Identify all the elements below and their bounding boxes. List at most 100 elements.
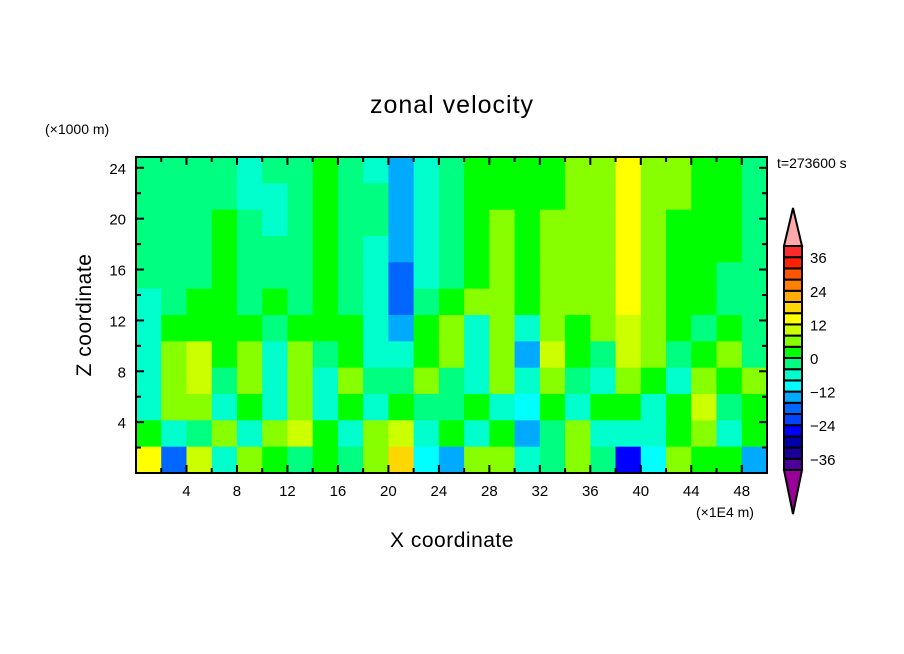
heatmap-cell (464, 315, 490, 342)
heatmap-cell (464, 262, 490, 290)
heatmap-cell (489, 394, 516, 421)
heatmap-cell (539, 209, 566, 237)
x-tick-label: 32 (531, 483, 548, 500)
heatmap-cell (186, 209, 213, 237)
x-tick-label: 44 (683, 483, 700, 500)
colorbar-tick-label: −24 (810, 418, 835, 435)
heatmap-cell (211, 262, 238, 290)
heatmap-cell (262, 236, 289, 263)
heatmap-cell (565, 262, 591, 290)
colorbar-tick-label: 12 (810, 317, 827, 334)
heatmap-cell (413, 236, 440, 263)
heatmap-cell (186, 315, 213, 342)
heatmap-cell (211, 288, 238, 316)
heatmap-cell (716, 367, 743, 395)
heatmap-cell (741, 420, 768, 448)
heatmap-cell (489, 209, 516, 237)
heatmap-cell (211, 367, 238, 395)
heatmap-cell (741, 236, 768, 263)
heatmap-cell (640, 183, 667, 211)
heatmap-cell (312, 236, 339, 263)
heatmap-cell (615, 446, 642, 474)
heatmap-cell (716, 288, 743, 316)
heatmap-cell (615, 157, 642, 184)
colorbar-swatch (783, 345, 803, 359)
heatmap-cell (161, 236, 188, 263)
colorbar-tick-label: −12 (810, 385, 835, 402)
heatmap-cell (438, 341, 465, 369)
heatmap-cell (464, 157, 490, 184)
heatmap-cell (287, 236, 314, 263)
heatmap-cell (287, 262, 314, 290)
heatmap-cell (363, 236, 389, 263)
heatmap-cell (514, 236, 541, 263)
y-tick-label: 24 (109, 161, 126, 178)
heatmap-cell (640, 236, 667, 263)
heatmap-cell (388, 315, 415, 342)
heatmap-cell (615, 367, 642, 395)
heatmap-cell (413, 394, 440, 421)
heatmap-cell (640, 420, 667, 448)
heatmap-cell (388, 420, 415, 448)
heatmap-cell (388, 446, 415, 474)
plot-frame (135, 156, 768, 474)
heatmap-cell (337, 262, 364, 290)
heatmap-cell (464, 367, 490, 395)
heatmap-cell (413, 367, 440, 395)
heatmap-cell (615, 341, 642, 369)
heatmap-cell (615, 183, 642, 211)
heatmap-cell (262, 183, 289, 211)
heatmap-cell (262, 420, 289, 448)
heatmap-cell (236, 209, 263, 237)
heatmap-cell (590, 315, 617, 342)
x-tick-label: 24 (431, 483, 448, 500)
heatmap-cell (236, 446, 263, 474)
y-tick-label: 20 (109, 212, 126, 229)
heatmap-cell (211, 420, 238, 448)
heatmap-cell (514, 367, 541, 395)
heatmap-cell (691, 367, 718, 395)
heatmap-cell (438, 446, 465, 474)
heatmap-cell (363, 394, 389, 421)
heatmap-cell (363, 315, 389, 342)
heatmap-cell (590, 183, 617, 211)
colorbar-swatch (783, 289, 803, 303)
heatmap-cell (413, 288, 440, 316)
heatmap-cell (236, 315, 263, 342)
heatmap-cell (741, 157, 768, 184)
heatmap-cell (211, 209, 238, 237)
heatmap-cell (287, 288, 314, 316)
heatmap-cell (287, 341, 314, 369)
heatmap-cell (363, 367, 389, 395)
heatmap-cell (337, 209, 364, 237)
heatmap-cell (640, 315, 667, 342)
heatmap-cell (464, 209, 490, 237)
heatmap-cell (161, 367, 188, 395)
heatmap-cell (464, 446, 490, 474)
heatmap-cell (287, 394, 314, 421)
heatmap-cell (413, 315, 440, 342)
heatmap-cell (666, 183, 692, 211)
heatmap-cell (438, 157, 465, 184)
heatmap-cell (186, 288, 213, 316)
heatmap-cell (640, 394, 667, 421)
heatmap-cell (236, 288, 263, 316)
heatmap-cell (287, 446, 314, 474)
heatmap-cell (337, 157, 364, 184)
heatmap-cell (438, 288, 465, 316)
heatmap-cell (262, 341, 289, 369)
heatmap-cell (363, 157, 389, 184)
heatmap-cell (590, 394, 617, 421)
heatmap-cell (539, 394, 566, 421)
heatmap-cell (565, 446, 591, 474)
heatmap-cell (438, 262, 465, 290)
heatmap-cell (464, 183, 490, 211)
heatmap-cell (691, 288, 718, 316)
heatmap-cell (388, 341, 415, 369)
heatmap-cell (388, 157, 415, 184)
chart-title: zonal velocity (370, 91, 534, 119)
colorbar-swatch (783, 368, 803, 382)
heatmap-cell (565, 367, 591, 395)
heatmap-cell (615, 394, 642, 421)
heatmap-cell (136, 209, 162, 237)
